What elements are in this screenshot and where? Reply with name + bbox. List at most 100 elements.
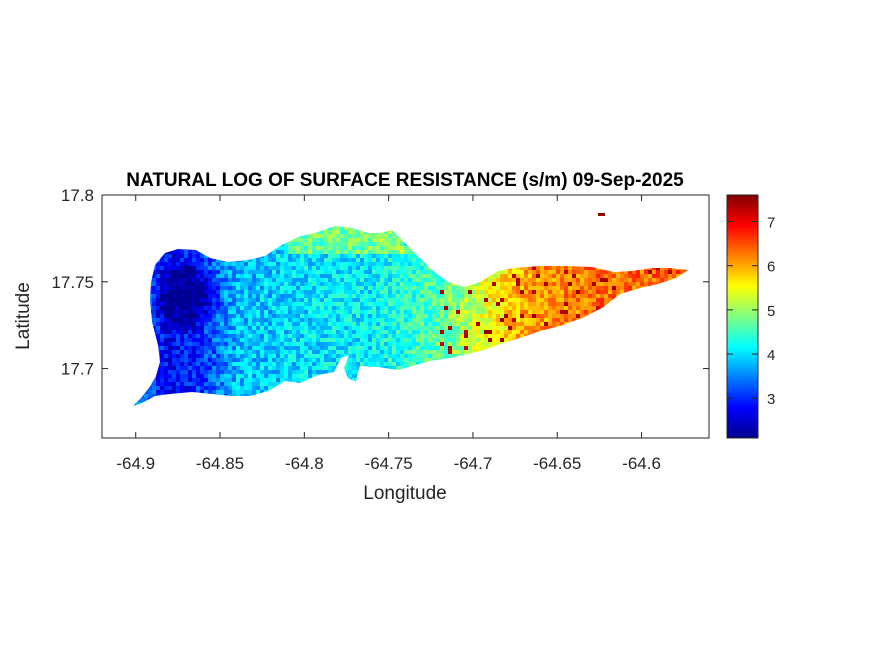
map-cell xyxy=(244,382,248,386)
map-cell xyxy=(156,274,160,278)
map-cell xyxy=(436,334,440,338)
map-cell xyxy=(520,322,524,326)
map-cell xyxy=(316,258,320,262)
map-cell xyxy=(460,330,464,334)
map-cell xyxy=(272,278,276,282)
map-cell xyxy=(488,290,492,294)
map-cell xyxy=(176,266,180,270)
map-cell xyxy=(348,226,352,230)
map-cell xyxy=(412,310,416,314)
map-cell xyxy=(172,274,176,278)
map-cell xyxy=(240,266,244,270)
map-cell xyxy=(392,334,396,338)
map-cell xyxy=(296,274,300,278)
map-cell xyxy=(284,330,288,334)
map-cell xyxy=(532,302,536,306)
map-cell xyxy=(348,318,352,322)
map-cell xyxy=(352,290,356,294)
map-cell xyxy=(152,270,156,274)
map-cell xyxy=(288,338,292,342)
map-cell xyxy=(316,370,320,374)
map-cell xyxy=(500,334,504,338)
map-cell xyxy=(256,386,260,390)
map-cell xyxy=(472,346,476,350)
map-cell xyxy=(380,322,384,326)
map-cell xyxy=(168,342,172,346)
map-cell xyxy=(172,302,176,306)
map-cell xyxy=(244,322,248,326)
map-cell xyxy=(468,350,472,354)
map-cell xyxy=(548,294,552,298)
map-cell xyxy=(212,378,216,382)
map-cell xyxy=(384,338,388,342)
map-cell xyxy=(348,306,352,310)
map-cell xyxy=(312,342,316,346)
map-cell xyxy=(172,322,176,326)
map-cell xyxy=(252,330,256,334)
map-cell xyxy=(156,378,160,382)
map-cell xyxy=(544,322,548,326)
map-cell xyxy=(480,334,484,338)
map-cell xyxy=(320,258,324,262)
map-cell xyxy=(288,306,292,310)
map-cell xyxy=(280,366,284,370)
map-cell xyxy=(260,334,264,338)
map-cell xyxy=(488,310,492,314)
map-cell xyxy=(192,278,196,282)
map-cell xyxy=(408,334,412,338)
map-cell xyxy=(304,254,308,258)
map-cell xyxy=(164,262,168,266)
map-cell xyxy=(380,342,384,346)
map-cell xyxy=(320,254,324,258)
map-cell xyxy=(160,326,164,330)
map-cell xyxy=(368,238,372,242)
map-cell xyxy=(204,278,208,282)
map-cell xyxy=(376,330,380,334)
map-cell xyxy=(312,302,316,306)
map-cell xyxy=(520,330,524,334)
map-cell xyxy=(340,286,344,290)
map-cell xyxy=(400,238,404,242)
map-cell xyxy=(336,254,340,258)
map-cell xyxy=(356,242,360,246)
map-cell xyxy=(404,246,408,250)
map-cell xyxy=(176,354,180,358)
map-cell xyxy=(164,306,168,310)
map-cell xyxy=(288,326,292,330)
map-cell xyxy=(360,350,364,354)
map-cell xyxy=(436,354,440,358)
map-cell xyxy=(532,290,536,294)
map-cell xyxy=(380,286,384,290)
map-cell xyxy=(256,390,260,394)
map-cell xyxy=(332,246,336,250)
map-cell xyxy=(416,314,420,318)
map-cell xyxy=(300,338,304,342)
map-cell xyxy=(188,278,192,282)
map-cell xyxy=(256,338,260,342)
map-cell xyxy=(328,238,332,242)
map-cell xyxy=(300,246,304,250)
map-cell xyxy=(236,350,240,354)
map-cell xyxy=(436,274,440,278)
map-cell xyxy=(252,382,256,386)
map-cell xyxy=(184,278,188,282)
map-cell xyxy=(212,294,216,298)
map-cell xyxy=(276,338,280,342)
map-cell xyxy=(188,350,192,354)
map-cell xyxy=(172,314,176,318)
map-cell xyxy=(168,326,172,330)
map-cell xyxy=(540,278,544,282)
map-cell xyxy=(376,334,380,338)
map-cell xyxy=(280,314,284,318)
map-cell xyxy=(404,358,408,362)
map-cell xyxy=(416,326,420,330)
map-cell xyxy=(344,226,348,230)
map-cell xyxy=(300,298,304,302)
map-cell xyxy=(268,338,272,342)
map-cell xyxy=(164,354,168,358)
map-cell xyxy=(416,298,420,302)
map-cell xyxy=(236,394,240,398)
map-cell xyxy=(404,318,408,322)
map-cell xyxy=(156,338,160,342)
map-cell xyxy=(276,290,280,294)
